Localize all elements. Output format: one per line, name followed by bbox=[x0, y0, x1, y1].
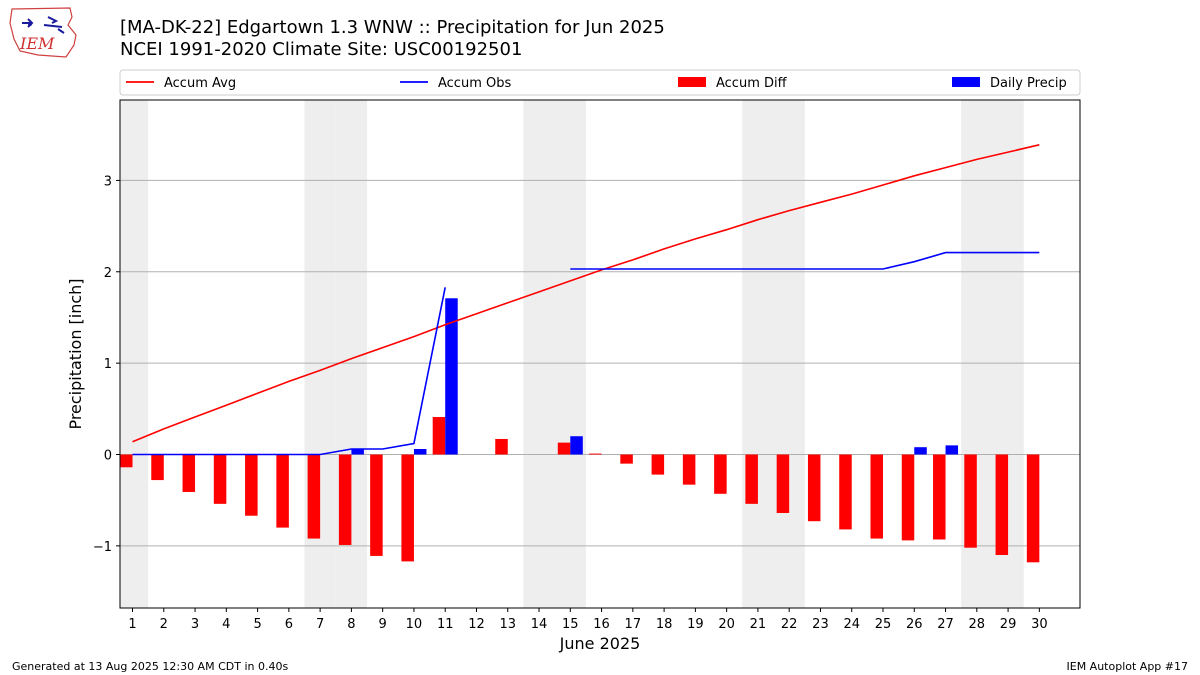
accum-diff-bar bbox=[557, 442, 571, 455]
x-axis-label: June 2025 bbox=[559, 634, 641, 653]
accum-diff-bar bbox=[620, 454, 633, 464]
weekend-band-21 bbox=[742, 100, 774, 608]
footer-generated: Generated at 13 Aug 2025 12:30 AM CDT in… bbox=[12, 660, 289, 673]
legend-accum-avg-label: Accum Avg bbox=[164, 76, 236, 91]
legend-accum-diff-label: Accum Diff bbox=[716, 76, 788, 91]
legend-accum-obs-label: Accum Obs bbox=[438, 76, 511, 91]
accum-diff-bar bbox=[151, 454, 164, 481]
accum-diff-bar bbox=[276, 454, 289, 528]
accum-diff-bar bbox=[839, 454, 852, 530]
chart-title: [MA-DK-22] Edgartown 1.3 WNW :: Precipit… bbox=[120, 17, 665, 38]
y-tick-label: 0 bbox=[104, 449, 112, 464]
x-tick-label: 5 bbox=[253, 617, 261, 632]
x-tick-label: 18 bbox=[656, 617, 673, 632]
x-tick-label: 20 bbox=[718, 617, 735, 632]
accum-diff-bar bbox=[432, 417, 446, 455]
accum-diff-bar bbox=[807, 454, 821, 522]
accum-diff-bar bbox=[745, 454, 758, 504]
bars bbox=[120, 298, 1040, 563]
lines bbox=[132, 144, 1040, 456]
accum-diff-bar bbox=[682, 454, 696, 485]
legend-daily-precip-swatch bbox=[952, 77, 980, 87]
footer-app: IEM Autoplot App #17 bbox=[1066, 660, 1189, 673]
accum-diff-bar bbox=[870, 454, 883, 539]
x-tick-label: 4 bbox=[222, 617, 230, 632]
daily-precip-bar bbox=[914, 447, 927, 455]
legend-daily-precip-label: Daily Precip bbox=[990, 76, 1067, 91]
accum-diff-bar bbox=[120, 454, 133, 468]
x-tick-label: 12 bbox=[468, 617, 485, 632]
y-tick-label: 1 bbox=[104, 357, 112, 372]
accum-diff-bar bbox=[964, 454, 977, 548]
weekend-band-1 bbox=[120, 100, 149, 608]
x-tick-label: 6 bbox=[285, 617, 293, 632]
x-tick-label: 29 bbox=[1000, 617, 1017, 632]
accum-diff-bar bbox=[651, 454, 665, 475]
iem-logo: IEM bbox=[9, 7, 77, 58]
legend-accum-diff-swatch bbox=[678, 77, 706, 87]
weekend-band-14 bbox=[523, 100, 555, 608]
y-tick-label: 3 bbox=[104, 174, 112, 189]
x-tick-label: 2 bbox=[160, 617, 168, 632]
daily-precip-bar bbox=[945, 445, 959, 455]
daily-precip-bar bbox=[413, 449, 427, 455]
daily-precip-bar bbox=[351, 449, 364, 455]
accum-diff-bar bbox=[338, 454, 352, 545]
accum-avg-line bbox=[132, 144, 1040, 443]
x-tick-label: 8 bbox=[347, 617, 355, 632]
x-tick-label: 26 bbox=[906, 617, 923, 632]
daily-precip-bar bbox=[445, 298, 458, 455]
accum-diff-bar bbox=[995, 454, 1009, 556]
x-tick-label: 3 bbox=[191, 617, 199, 632]
weekend-band-15 bbox=[554, 100, 586, 608]
x-tick-label: 30 bbox=[1031, 617, 1048, 632]
weekend-band-22 bbox=[773, 100, 805, 608]
x-tick-label: 23 bbox=[812, 617, 829, 632]
x-tick-label: 10 bbox=[406, 617, 423, 632]
x-tick-label: 1 bbox=[128, 617, 136, 632]
x-tick-label: 15 bbox=[562, 617, 579, 632]
y-tick-label: 2 bbox=[104, 266, 112, 281]
x-tick-label: 27 bbox=[937, 617, 954, 632]
x-tick-label: 24 bbox=[843, 617, 860, 632]
x-tick-label: 21 bbox=[750, 617, 767, 632]
x-tick-label: 16 bbox=[593, 617, 610, 632]
x-tick-label: 19 bbox=[687, 617, 704, 632]
y-axis-label: Precipitation [inch] bbox=[66, 278, 85, 429]
y-tick-label: −1 bbox=[93, 540, 112, 555]
accum-diff-bar bbox=[370, 454, 383, 556]
plot-frame bbox=[119, 99, 1081, 609]
x-tick-label: 17 bbox=[625, 617, 642, 632]
x-tick-label: 14 bbox=[531, 617, 548, 632]
accum-diff-bar bbox=[307, 454, 321, 539]
accum-diff-bar bbox=[182, 454, 196, 492]
daily-precip-bar bbox=[570, 436, 583, 455]
x-tick-label: 9 bbox=[379, 617, 387, 632]
legend-box bbox=[119, 69, 1081, 96]
accum-diff-bar bbox=[589, 453, 602, 455]
chart-subtitle: NCEI 1991-2020 Climate Site: USC00192501 bbox=[120, 39, 523, 60]
x-tick-label: 7 bbox=[316, 617, 324, 632]
accum-diff-bar bbox=[714, 454, 727, 494]
x-tick-label: 13 bbox=[499, 617, 516, 632]
accum-obs-line bbox=[132, 251, 1040, 456]
x-tick-label: 22 bbox=[781, 617, 798, 632]
x-tick-label: 25 bbox=[875, 617, 892, 632]
x-tick-label: 28 bbox=[969, 617, 986, 632]
accum-diff-bar bbox=[1026, 454, 1040, 563]
weekend-shading bbox=[120, 100, 1024, 608]
accum-diff-bar bbox=[495, 438, 508, 455]
accum-diff-bar bbox=[245, 454, 258, 516]
accum-diff-bar bbox=[901, 454, 915, 541]
x-tick-label: 11 bbox=[437, 617, 454, 632]
accum-diff-bar bbox=[401, 454, 414, 562]
legend: Accum Avg Accum Obs Accum Diff Daily Precip bbox=[119, 69, 1081, 96]
logo-text: IEM bbox=[19, 34, 55, 53]
accum-diff-bar bbox=[933, 454, 946, 540]
accum-diff-bar bbox=[213, 454, 227, 504]
accum-diff-bar bbox=[776, 454, 790, 513]
